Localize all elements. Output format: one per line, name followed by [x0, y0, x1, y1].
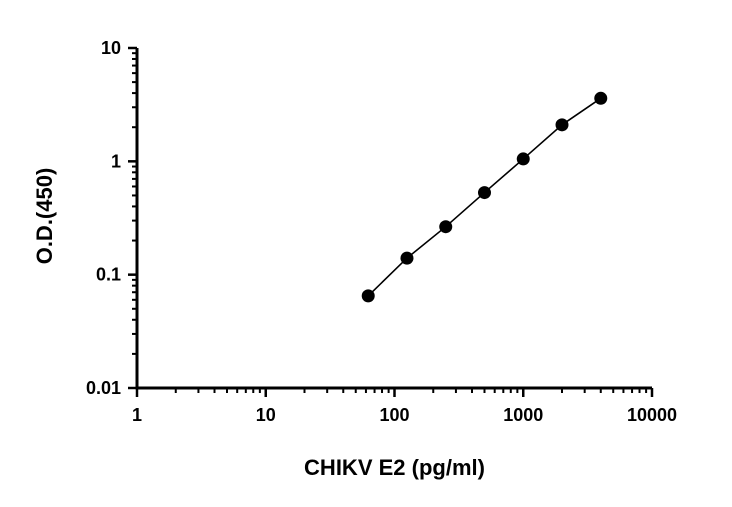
- x-tick-label: 1000: [503, 405, 543, 425]
- x-tick-label: 10000: [627, 405, 677, 425]
- y-axis-title: O.D.(450): [32, 168, 57, 265]
- y-tick-label: 0.01: [86, 378, 121, 398]
- data-point: [594, 91, 608, 105]
- x-ticks: 1 10 100 1000 10000: [132, 388, 677, 425]
- x-tick-label: 100: [379, 405, 409, 425]
- data-point: [439, 220, 453, 234]
- data-point: [361, 289, 375, 303]
- y-ticks: 0.01 0.1 1 10: [86, 38, 137, 398]
- x-tick-label: 1: [132, 405, 142, 425]
- data-point: [516, 152, 530, 166]
- data-point: [477, 186, 491, 200]
- x-axis-title: CHIKV E2 (pg/ml): [304, 455, 485, 480]
- data-point: [555, 118, 569, 132]
- axes: 1 10 100 1000 10000 0.01 0.1 1 10: [86, 38, 677, 425]
- data-point: [400, 251, 414, 265]
- y-tick-label: 0.1: [96, 265, 121, 285]
- x-tick-label: 10: [256, 405, 276, 425]
- y-tick-label: 1: [111, 151, 121, 171]
- series-layer: [361, 91, 608, 303]
- y-tick-label: 10: [101, 38, 121, 58]
